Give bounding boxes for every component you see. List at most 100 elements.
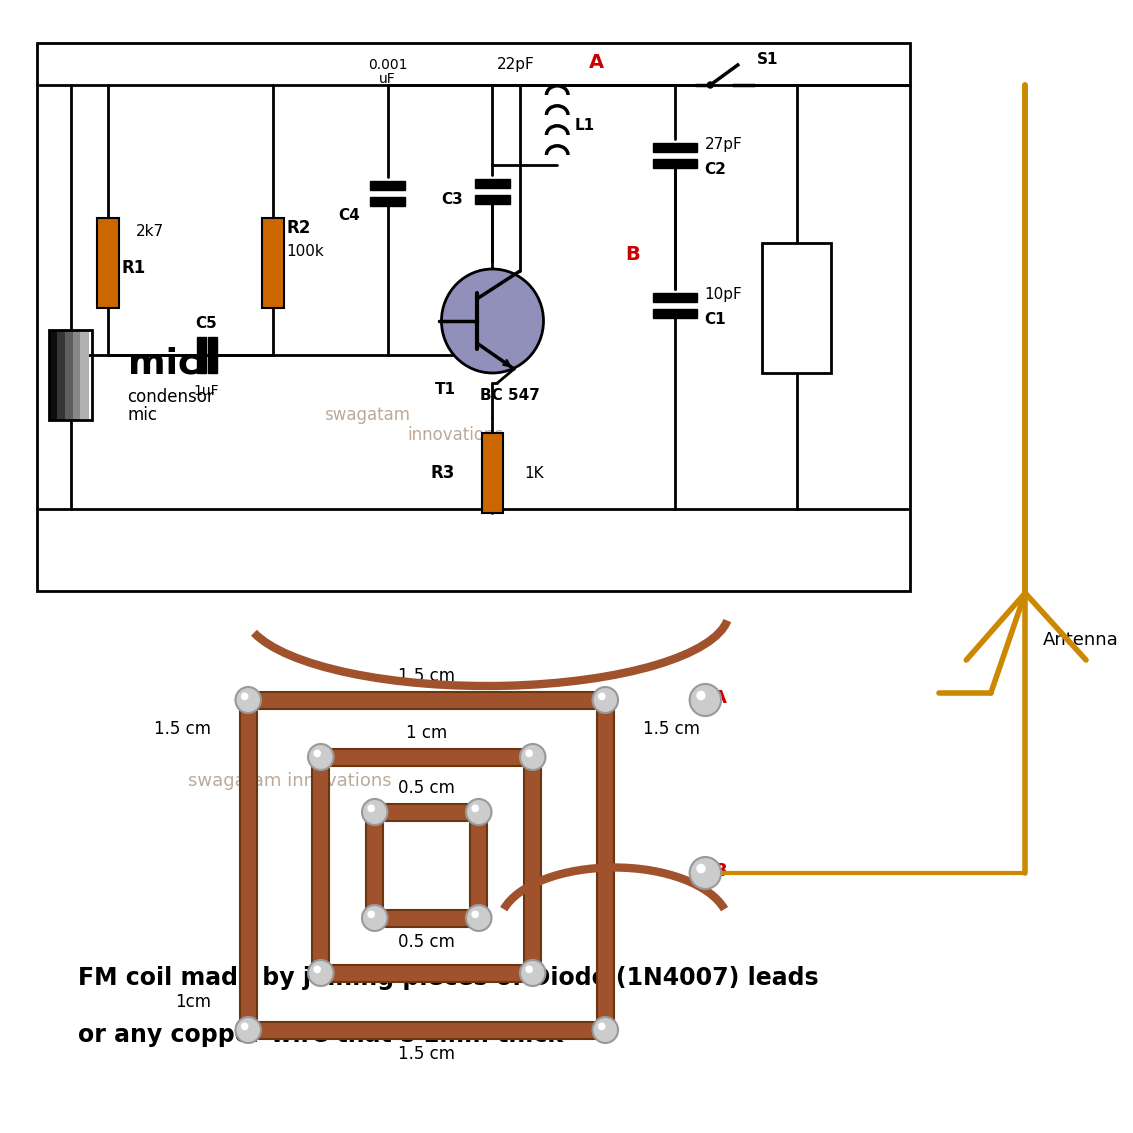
Bar [37, 43, 911, 591]
Circle shape [236, 1017, 261, 1043]
Text: 1cm: 1cm [174, 993, 211, 1011]
Bar [369, 180, 406, 189]
Text: C2: C2 [705, 162, 726, 177]
Text: swagatam: swagatam [324, 406, 410, 424]
Bar [525, 765, 542, 965]
Circle shape [363, 799, 387, 825]
Bar [197, 337, 206, 373]
Circle shape [598, 692, 605, 700]
Text: 100k: 100k [287, 244, 324, 258]
Bar [366, 820, 383, 910]
Bar [470, 820, 487, 910]
Text: R3: R3 [431, 465, 455, 482]
Circle shape [241, 692, 248, 700]
Circle shape [471, 804, 479, 812]
Bar [654, 159, 697, 168]
Text: S1: S1 [757, 51, 778, 67]
Text: innovations: innovations [407, 426, 503, 444]
Text: L1: L1 [574, 118, 595, 133]
Circle shape [466, 799, 492, 825]
Text: 2k7: 2k7 [135, 223, 163, 239]
Circle shape [697, 691, 706, 700]
Circle shape [598, 1022, 605, 1030]
Text: 0.5 cm: 0.5 cm [399, 932, 455, 951]
Text: 0.001: 0.001 [368, 58, 407, 73]
Circle shape [314, 965, 321, 973]
Bar [475, 179, 510, 187]
Text: R1: R1 [121, 259, 146, 276]
Text: 1K: 1K [523, 466, 544, 480]
Bar [654, 143, 697, 152]
Bar [329, 749, 525, 766]
Text: Antenna: Antenna [1042, 631, 1118, 649]
Text: 27pF: 27pF [705, 137, 742, 153]
Bar [97, 218, 119, 308]
Bar [654, 292, 697, 301]
Circle shape [690, 684, 721, 716]
Bar [329, 964, 525, 981]
Circle shape [236, 687, 261, 713]
Text: mic: mic [128, 406, 157, 424]
Bar [654, 308, 697, 317]
Circle shape [690, 857, 721, 889]
Text: 10pF: 10pF [705, 288, 742, 303]
Text: C1: C1 [705, 312, 726, 326]
Text: or any copper wire that’s 1mm thick: or any copper wire that’s 1mm thick [78, 1023, 563, 1047]
Text: A: A [713, 689, 727, 707]
Text: R2: R2 [287, 219, 310, 237]
Bar [475, 195, 510, 204]
Circle shape [471, 911, 479, 918]
Text: C4: C4 [339, 207, 360, 222]
Text: T1: T1 [435, 382, 455, 397]
Text: FM coil made by joining pieces of Diode (1N4007) leads: FM coil made by joining pieces of Diode … [78, 966, 819, 990]
Circle shape [707, 82, 713, 88]
Bar [80, 330, 90, 420]
Bar [256, 691, 597, 708]
Text: 1 cm: 1 cm [406, 724, 448, 742]
Circle shape [367, 911, 375, 918]
Bar [383, 803, 471, 820]
Text: 0.5 cm: 0.5 cm [399, 780, 455, 796]
Bar [763, 242, 830, 373]
Circle shape [593, 687, 617, 713]
Bar [383, 910, 471, 927]
Bar [65, 330, 74, 420]
Bar [240, 708, 256, 1022]
Bar [313, 765, 329, 965]
Text: B: B [713, 862, 727, 880]
Text: condensor: condensor [128, 387, 214, 406]
Bar [49, 330, 92, 420]
Text: 1uF: 1uF [194, 384, 219, 398]
Circle shape [526, 749, 533, 757]
Bar [57, 330, 66, 420]
Circle shape [442, 269, 544, 373]
Circle shape [363, 905, 387, 931]
Text: C3: C3 [442, 193, 463, 207]
Circle shape [520, 744, 545, 770]
Text: 1.5 cm: 1.5 cm [642, 719, 699, 738]
Circle shape [520, 960, 545, 986]
Text: 1.5 cm: 1.5 cm [398, 667, 455, 685]
Text: 22pF: 22pF [496, 58, 534, 73]
Text: 1.5 cm: 1.5 cm [398, 1045, 455, 1063]
Bar [597, 708, 614, 1022]
Bar [208, 337, 216, 373]
Circle shape [593, 1017, 617, 1043]
Circle shape [241, 1022, 248, 1030]
Bar [262, 218, 283, 308]
Bar [369, 196, 406, 205]
Text: +: + [816, 250, 833, 270]
Text: A: A [589, 53, 604, 73]
Text: B: B [625, 246, 640, 264]
Circle shape [526, 965, 533, 973]
Text: 3V: 3V [782, 297, 808, 315]
Circle shape [697, 863, 706, 874]
Circle shape [314, 749, 321, 757]
Bar [49, 330, 58, 420]
Bar [73, 330, 82, 420]
Circle shape [308, 960, 333, 986]
Text: 1.5 cm: 1.5 cm [154, 719, 211, 738]
Circle shape [367, 804, 375, 812]
Bar [256, 1022, 597, 1039]
Text: mic: mic [128, 346, 199, 380]
